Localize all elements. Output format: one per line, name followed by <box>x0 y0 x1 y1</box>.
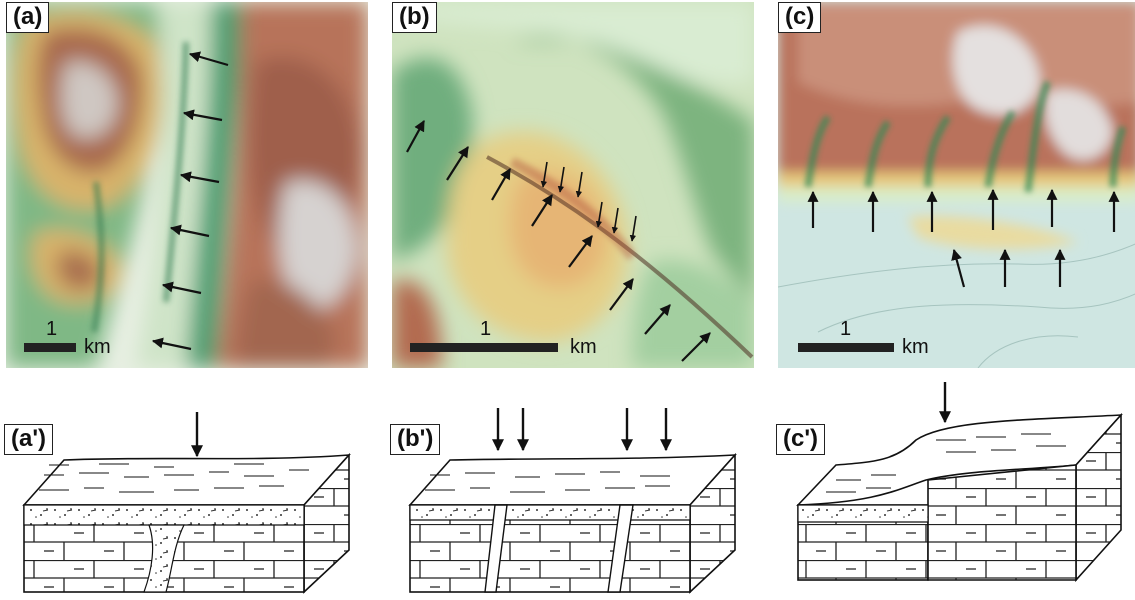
scale-unit-c: km <box>902 336 929 358</box>
scale-unit-b: km <box>570 336 597 358</box>
scale-bar-c <box>798 343 894 352</box>
block-diagram-b-svg <box>408 408 737 594</box>
panel-label-c: (c) <box>778 2 822 34</box>
arrow-group-c <box>807 188 1120 288</box>
scale-bar-b <box>410 343 558 352</box>
block-diagram-c-svg <box>796 382 1123 583</box>
arrow-group-a <box>151 51 229 351</box>
scale-value-b: 1 <box>480 318 492 340</box>
arrow-group-block-b <box>492 408 672 452</box>
block-label-b: (b') <box>390 424 441 456</box>
arrow-group-b <box>406 120 711 362</box>
block-label-a: (a') <box>4 424 54 456</box>
block-diagram-a: (a') <box>4 380 364 595</box>
hillshade-dem-c <box>778 2 1135 368</box>
terrain-map-a: (a) 1 km <box>6 2 368 368</box>
block-diagram-c: (c') <box>776 380 1135 595</box>
terrain-map-b: (b) 1 km <box>392 2 754 368</box>
block-diagram-a-svg <box>22 412 351 594</box>
terrain-map-c: (c) 1 km <box>778 2 1135 368</box>
scale-value-a: 1 <box>46 318 58 340</box>
hillshade-dem-a <box>6 2 368 368</box>
scale-bar-a <box>24 343 76 352</box>
hillshade-dem-b <box>392 2 754 368</box>
small-arrow-group-b <box>540 161 637 242</box>
block-label-c: (c') <box>776 424 826 456</box>
panel-label-b: (b) <box>392 2 437 34</box>
panel-label-a: (a) <box>6 2 50 34</box>
block-diagram-b: (b') <box>390 380 750 595</box>
scale-value-c: 1 <box>840 318 852 340</box>
scale-unit-a: km <box>84 336 111 358</box>
